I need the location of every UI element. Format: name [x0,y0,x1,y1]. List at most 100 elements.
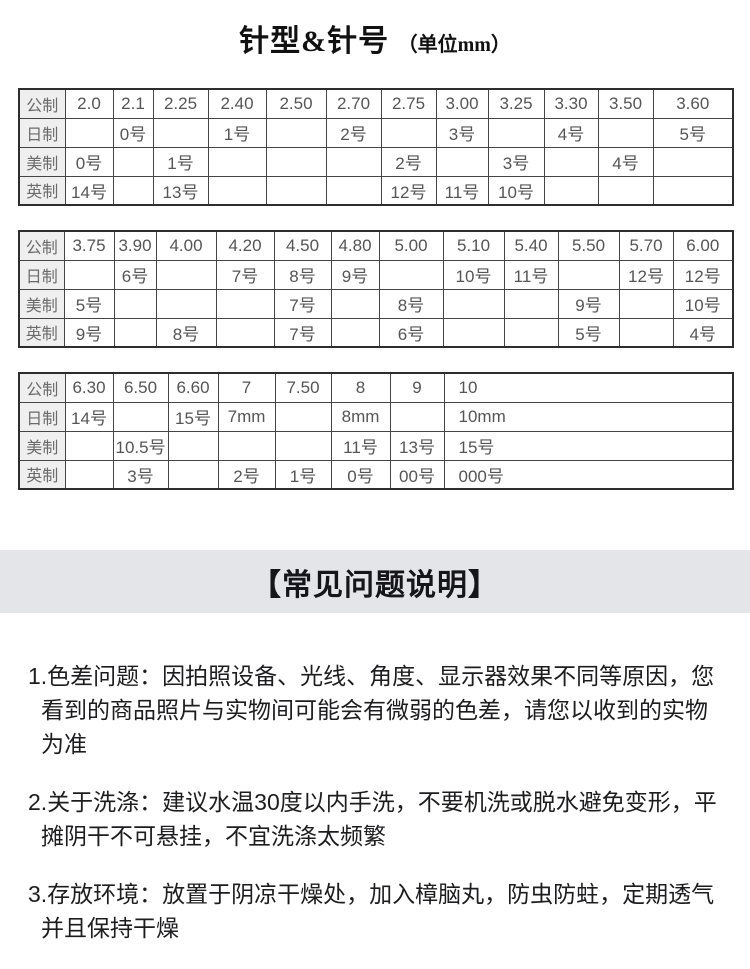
size-cell: 5号 [63,288,115,319]
size-cell: 14号 [64,175,114,206]
size-cell [207,175,267,206]
size-cell: 2.50 [265,88,327,119]
faq-heading: 【常见问题说明】 [251,568,499,602]
size-cell: 3.60 [652,88,734,119]
size-table-row: 公制 6.30 6.50 6.60 7 7.50 8 9 10 [18,372,734,403]
size-cell: 6.00 [672,230,734,261]
size-cell: 15号 [167,401,219,432]
size-table-row: 英制 3号 2号 1号 0号 00号 000号 [18,459,734,490]
size-cell: 0号 [64,146,114,177]
size-cell: 7.50 [274,372,332,403]
row-header: 公制 [18,372,66,403]
size-cell: 3.90 [113,230,157,261]
size-cell [543,175,599,206]
size-cell [112,175,154,206]
size-cell: 5.10 [442,230,505,261]
size-cell: 10.5号 [112,430,169,461]
row-header: 美制 [18,288,65,319]
size-cell [274,401,332,432]
size-cell [215,288,275,319]
size-cell: 2.0 [64,88,114,119]
size-cell [325,146,382,177]
size-cell: 4号 [597,146,654,177]
size-cell [167,430,219,461]
row-header: 公制 [18,88,66,119]
size-cell: 0号 [330,459,391,490]
size-cell [155,259,217,290]
size-cell: 3号 [435,117,489,148]
size-cell [64,459,114,490]
size-cell [618,317,674,348]
row-header: 公制 [18,230,65,261]
size-cell [442,317,505,348]
row-header: 日制 [18,259,65,290]
size-cell [155,288,217,319]
size-cell: 6.50 [112,372,169,403]
size-cell: 1号 [274,459,332,490]
size-cell: 13号 [152,175,209,206]
size-cell: 3.00 [435,88,489,119]
row-header: 日制 [18,401,66,432]
size-cell [113,288,157,319]
row-header: 日制 [18,117,66,148]
size-cell: 3.75 [63,230,115,261]
size-cell [503,288,559,319]
size-cell [63,259,115,290]
size-cell: 5号 [652,117,734,148]
size-cell: 3号 [112,459,169,490]
size-cell: 5.70 [618,230,674,261]
size-cell [597,117,654,148]
size-cell: 00号 [389,459,445,490]
size-cell: 7号 [273,288,332,319]
size-cell [167,459,219,490]
size-cell: 2.70 [325,88,382,119]
size-cell: 2号 [217,459,276,490]
size-cell: 7号 [273,317,332,348]
size-tables-section: 公制 2.0 2.1 2.25 2.40 2.50 2.70 2.75 3.00 3.25 3.30… [0,88,750,490]
size-cell [274,430,332,461]
size-cell: 6号 [113,259,157,290]
size-cell: 000号 [443,459,734,490]
size-table-row: 日制 6号 7号 8号 9号 10号 11号 12号 12号 [18,259,734,290]
page-title-unit: （单位mm） [397,34,511,56]
size-cell: 1号 [207,117,267,148]
faq-item-washing: 2.关于洗涤：建议水温30度以内手洗，不要机洗或脱水避免变形，平摊阴干不可悬挂，… [28,789,717,849]
size-cell: 3.25 [487,88,545,119]
size-cell: 0号 [112,117,154,148]
row-header: 英制 [18,175,66,206]
size-cell: 8mm [330,401,391,432]
size-cell [152,117,209,148]
size-cell: 13号 [389,430,445,461]
size-cell [652,175,734,206]
size-table-row: 美制 5号 7号 8号 9号 10号 [18,288,734,319]
size-cell [217,430,276,461]
size-table-row: 日制 0号 1号 2号 3号 4号 5号 [18,117,734,148]
size-cell: 8号 [155,317,217,348]
size-table-row: 英制 14号 13号 12号 11号 10号 [18,175,734,206]
size-cell: 2.1 [112,88,154,119]
size-cell [113,317,157,348]
size-cell: 2号 [380,146,437,177]
size-cell: 8 [330,372,391,403]
size-cell: 5.40 [503,230,559,261]
size-cell: 4.80 [330,230,380,261]
size-cell: 8号 [378,288,444,319]
size-cell [442,288,505,319]
needle-size-table-2: 公制 3.75 3.90 4.00 4.20 4.50 4.80 5.00 5.10 5.40 5.… [18,230,734,348]
size-table-row: 美制 10.5号 11号 13号 15号 [18,430,734,461]
size-cell: 7mm [217,401,276,432]
size-cell [487,117,545,148]
faq-item-color-difference: 1.色差问题：因拍照设备、光线、角度、显示器效果不同等原因，您看到的商品照片与实… [28,663,715,757]
size-cell [330,288,380,319]
size-cell [378,259,444,290]
size-cell [207,146,267,177]
row-header: 英制 [18,459,66,490]
size-cell [652,146,734,177]
size-cell: 10号 [672,288,734,319]
size-cell [597,175,654,206]
size-cell: 10号 [442,259,505,290]
size-table-row: 英制 9号 8号 7号 6号 5号 4号 [18,317,734,348]
needle-size-table-3: 公制 6.30 6.50 6.60 7 7.50 8 9 10 日制 14号 15号 7mm 8mm 10m… [18,372,734,490]
size-cell [265,175,327,206]
size-cell [330,317,380,348]
